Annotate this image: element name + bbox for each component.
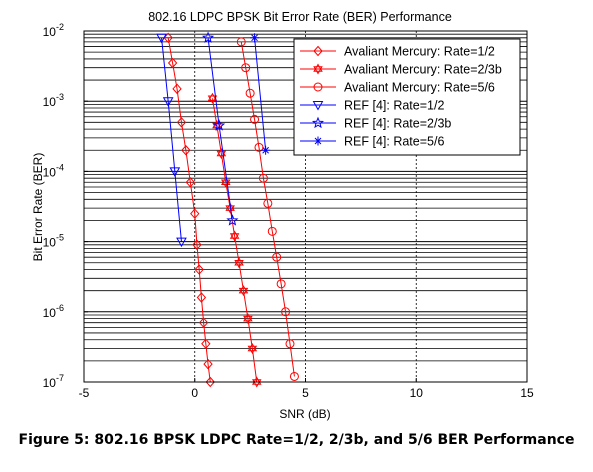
series-group <box>250 33 271 155</box>
grid-lines <box>83 30 528 383</box>
data-point <box>194 264 204 275</box>
y-axis-ticks: 10-2 10-3 10-4 10-5 10-6 10-7 <box>43 22 88 390</box>
x-axis-ticks: -5 0 5 10 15 <box>79 378 534 400</box>
x-tick-label: 10 <box>410 386 424 400</box>
data-point <box>285 339 295 349</box>
data-point <box>250 114 260 124</box>
y-tick-label: 10-3 <box>43 92 64 109</box>
legend-marker <box>313 45 323 57</box>
y-tick-label: 10-4 <box>43 162 64 179</box>
data-point <box>245 88 255 98</box>
data-point <box>156 33 167 44</box>
legend-label: Avaliant Mercury: Rate=2/3b <box>344 63 502 77</box>
data-point <box>236 37 246 47</box>
data-point <box>202 31 215 43</box>
data-point <box>229 230 240 242</box>
legend-label: REF [4]: Rate=1/2 <box>344 99 444 113</box>
series-group <box>202 31 239 226</box>
data-point <box>176 117 187 128</box>
series-group <box>163 32 215 388</box>
data-point <box>201 338 211 350</box>
data-point <box>176 237 187 248</box>
chart-title: 802.16 LDPC BPSK Bit Error Rate (BER) Pe… <box>148 10 452 24</box>
x-tick-label: 5 <box>302 386 309 400</box>
x-axis-label: SNR (dB) <box>279 407 330 421</box>
data-point <box>181 145 191 156</box>
legend-label: Avaliant Mercury: Rate=5/6 <box>344 81 495 95</box>
legend-marker <box>313 82 323 92</box>
x-tick-label: -5 <box>79 386 90 400</box>
data-point <box>185 177 195 188</box>
legend-marker <box>313 63 323 75</box>
data-point <box>241 63 251 73</box>
y-tick-label: 10-6 <box>43 303 64 320</box>
legend-marker <box>312 101 324 111</box>
legend-marker <box>313 136 323 146</box>
figure-caption: Figure 5: 802.16 BPSK LDPC Rate=1/2, 2/3… <box>18 432 575 448</box>
data-point <box>196 292 207 303</box>
y-tick-label: 10-5 <box>43 233 64 250</box>
series-group <box>236 37 299 381</box>
legend-marker <box>311 116 325 129</box>
data-point <box>272 252 282 262</box>
y-tick-label: 10-7 <box>43 373 64 390</box>
data-point <box>247 343 258 355</box>
y-tick-label: 10-2 <box>43 22 64 39</box>
data-point <box>226 214 239 226</box>
x-tick-label: 15 <box>520 386 534 400</box>
data-point <box>192 239 202 251</box>
data-point <box>203 358 213 370</box>
data-point <box>281 307 291 317</box>
data-point <box>250 33 260 43</box>
series-line <box>211 98 258 383</box>
data-point <box>261 145 271 155</box>
data-point <box>198 317 209 328</box>
data-point <box>243 313 253 325</box>
series-group <box>207 92 262 388</box>
series-line <box>240 41 295 377</box>
data-point <box>169 167 181 177</box>
legend-label: Avaliant Mercury: Rate=1/2 <box>344 45 495 59</box>
series-line <box>254 37 267 151</box>
data-point <box>172 83 182 95</box>
legend-label: REF [4]: Rate=5/6 <box>344 135 444 149</box>
data-point <box>190 208 200 219</box>
data-point <box>162 97 174 107</box>
data-point <box>267 226 277 236</box>
series-line <box>161 37 182 242</box>
series-layer <box>156 31 299 388</box>
data-point <box>276 279 286 289</box>
y-axis-label: Bit Error Rate (BER) <box>31 153 45 262</box>
series-group <box>156 33 187 248</box>
legend: Avaliant Mercury: Rate=1/2 Avaliant Mercu… <box>293 38 521 156</box>
data-point <box>289 371 299 381</box>
data-point <box>234 257 244 269</box>
data-point <box>258 173 268 183</box>
data-point <box>252 376 262 388</box>
data-point <box>238 285 249 297</box>
data-point <box>207 92 218 104</box>
data-point <box>167 57 178 69</box>
data-point <box>213 119 226 131</box>
x-tick-label: 0 <box>191 386 198 400</box>
legend-label: REF [4]: Rate=2/3b <box>344 117 451 131</box>
data-point <box>263 198 273 208</box>
legend-box <box>293 38 521 156</box>
series-line <box>207 37 233 221</box>
data-point <box>205 376 215 388</box>
data-point <box>163 32 173 44</box>
